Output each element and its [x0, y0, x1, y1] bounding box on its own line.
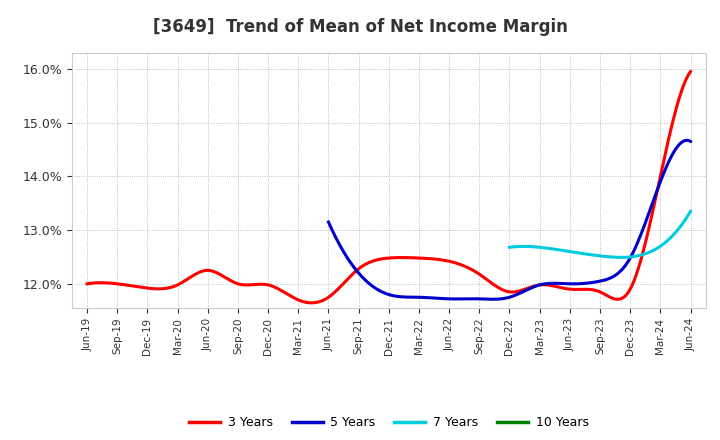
Legend: 3 Years, 5 Years, 7 Years, 10 Years: 3 Years, 5 Years, 7 Years, 10 Years: [184, 411, 593, 434]
Text: [3649]  Trend of Mean of Net Income Margin: [3649] Trend of Mean of Net Income Margi…: [153, 18, 567, 36]
